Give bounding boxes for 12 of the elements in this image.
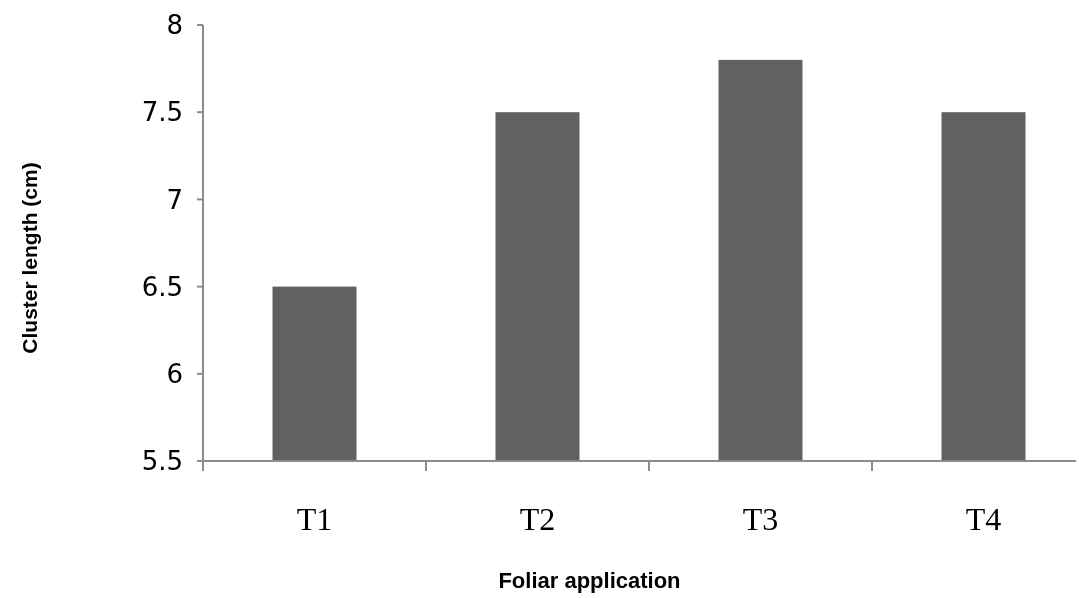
y-axis-title: Cluster length (cm)	[18, 162, 41, 354]
x-tick-label: T1	[296, 501, 333, 537]
x-axis-title: Foliar application	[498, 568, 681, 593]
y-tick-label: 6.5	[141, 271, 183, 302]
y-tick-label: 7.5	[141, 97, 183, 128]
y-tick-label: 7	[166, 184, 183, 215]
x-tick-label: T2	[519, 501, 556, 537]
y-tick-label: 5.5	[141, 446, 183, 477]
y-tick-label: 8	[166, 10, 183, 41]
x-tick-label: T4	[965, 501, 1002, 537]
y-tick-label: 6	[166, 358, 183, 389]
x-tick-label: T3	[742, 501, 779, 537]
